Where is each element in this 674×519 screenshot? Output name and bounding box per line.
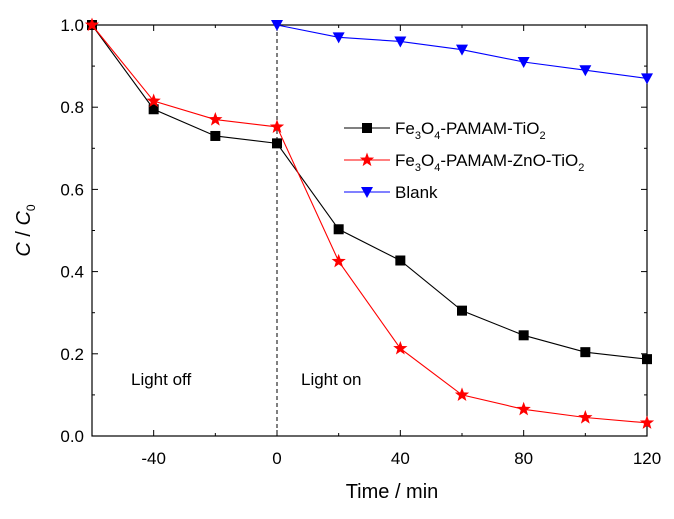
data-point <box>454 387 470 401</box>
data-point <box>395 255 406 266</box>
data-point <box>146 93 161 108</box>
data-point <box>208 112 223 126</box>
data-point <box>332 32 345 44</box>
light-on-label: Light on <box>301 370 362 389</box>
series-line <box>91 24 648 360</box>
y-tick-label: 1.0 <box>60 16 84 35</box>
data-point <box>333 224 344 235</box>
y-tick-label: 0.6 <box>60 180 84 199</box>
x-tick-label: 40 <box>391 449 410 468</box>
tick-labels: -40 0 40 80 120 0.0 0.2 0.4 0.6 0.8 1.0 <box>60 16 661 468</box>
legend-marker <box>359 152 375 167</box>
data-point <box>642 354 652 365</box>
series-line <box>91 24 648 424</box>
data-point <box>331 253 346 268</box>
light-off-label: Light off <box>131 370 191 389</box>
legend-item: Fe3O4-PAMAM-TiO2 <box>344 119 546 142</box>
data-point <box>639 415 655 429</box>
data-point <box>516 401 531 416</box>
data-point <box>579 65 592 77</box>
data-point <box>457 305 467 316</box>
data-point <box>272 138 282 149</box>
data-point <box>578 410 593 424</box>
legend-label: Fe3O4-PAMAM-TiO2 <box>395 119 546 142</box>
series-layer <box>84 17 655 429</box>
x-axis-title: Time / min <box>346 481 439 503</box>
series-2 <box>271 20 653 85</box>
legend-label: Fe3O4-PAMAM-ZnO-TiO2 <box>395 151 584 174</box>
x-tick-label: 80 <box>514 449 533 468</box>
legend-marker <box>362 123 372 133</box>
legend-item: Blank <box>344 183 438 202</box>
data-point <box>393 340 408 355</box>
data-point <box>641 73 653 85</box>
y-axis-title: C / C0 <box>13 204 38 257</box>
data-point <box>269 119 285 133</box>
x-tick-label: 0 <box>272 449 281 468</box>
legend: Fe3O4-PAMAM-TiO2 Fe3O4-PAMAM-ZnO-TiO2 Blan… <box>344 119 584 202</box>
y-tick-label: 0.4 <box>60 263 84 282</box>
x-tick-label: -40 <box>141 449 166 468</box>
data-point <box>580 347 591 358</box>
data-point <box>84 17 100 32</box>
data-point <box>394 36 407 48</box>
legend-item: Fe3O4-PAMAM-ZnO-TiO2 <box>344 151 584 174</box>
legend-marker <box>361 187 373 198</box>
y-tick-label: 0.2 <box>60 345 84 364</box>
y-tick-label: 0.0 <box>60 427 84 446</box>
data-point <box>210 130 221 141</box>
data-point <box>456 44 468 56</box>
data-point <box>148 104 159 115</box>
series-1 <box>84 17 655 429</box>
data-point <box>517 56 530 68</box>
legend-label: Blank <box>395 183 438 202</box>
data-point <box>518 330 529 341</box>
data-point <box>271 20 283 31</box>
y-tick-label: 0.8 <box>60 98 84 117</box>
x-tick-label: 120 <box>633 449 661 468</box>
